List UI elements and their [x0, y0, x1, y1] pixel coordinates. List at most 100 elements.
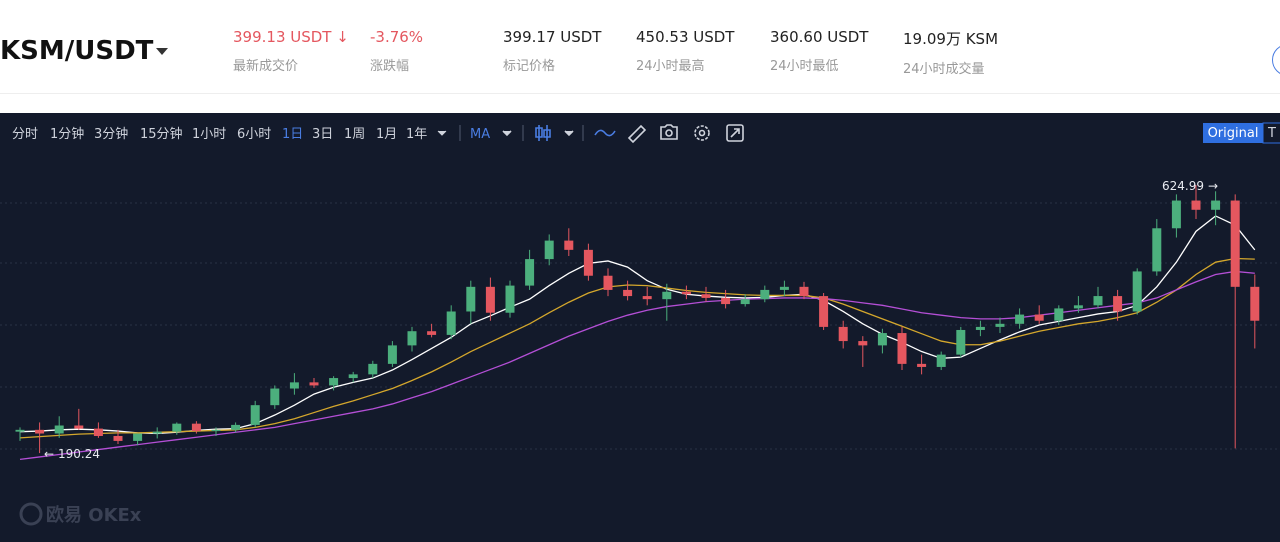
indicator[interactable]: MA	[470, 127, 490, 142]
candle-body	[603, 275, 613, 290]
candle-body	[54, 425, 64, 434]
stat-value: 19.09万 KSM	[903, 30, 999, 48]
high-arrow: →	[1208, 179, 1218, 193]
stat: 19.09万 KSM 24小时成交量	[903, 28, 998, 77]
candle-icon[interactable]	[535, 125, 551, 141]
stat: -3.76% 涨跌幅	[370, 28, 423, 74]
candle-body	[133, 433, 143, 441]
candle-body	[15, 429, 25, 432]
stat: 399.17 USDT 标记价格	[503, 28, 601, 74]
candle-body	[1211, 200, 1221, 210]
stat-value: 399.13 USDT ↓	[233, 28, 349, 46]
interval[interactable]: 15分钟	[140, 126, 183, 142]
candle-body	[191, 423, 201, 432]
ma-line	[19, 215, 1256, 435]
stat-value: 450.53 USDT	[636, 28, 735, 46]
candle-body	[1132, 271, 1142, 312]
low-label: 190.24	[58, 447, 100, 461]
candle-body	[1230, 200, 1240, 287]
caret[interactable]	[564, 130, 574, 137]
candle-body	[93, 428, 103, 436]
stat-value: -3.76%	[370, 28, 424, 46]
fullscreen-icon[interactable]	[726, 124, 744, 142]
interval[interactable]: 1年	[406, 127, 427, 142]
interval[interactable]: 3日	[312, 127, 333, 142]
candle-body	[975, 326, 985, 330]
view-tab-label[interactable]: T	[1267, 126, 1276, 141]
interval[interactable]: 3分钟	[94, 126, 128, 142]
candle-body	[583, 249, 593, 276]
stat-value: 360.60 USDT	[770, 28, 869, 46]
header: KSM/USDT 399.13 USDT ↓ 最新成交价 -3.76% 涨跌幅 39…	[0, 0, 1280, 94]
candle-body	[701, 294, 711, 298]
caret[interactable]	[437, 130, 447, 136]
candle-body	[1093, 296, 1103, 306]
pair[interactable]: KSM/USDT	[0, 36, 154, 66]
watermark-logo	[19, 502, 43, 526]
interval[interactable]: 6小时	[237, 127, 271, 142]
watermark: 欧易 OKEx	[46, 504, 142, 526]
candle-body	[721, 297, 731, 305]
candle-body	[1034, 314, 1044, 321]
candle-body	[544, 240, 554, 260]
candle-body	[1171, 200, 1181, 229]
ma-line	[19, 270, 1255, 461]
interval[interactable]: 1周	[344, 127, 365, 142]
plot	[15, 185, 1260, 461]
interval[interactable]: 1月	[376, 127, 397, 142]
grid	[0, 202, 1280, 450]
interval[interactable]: 分时	[12, 127, 38, 142]
candle-body	[505, 285, 515, 313]
stat-label: 24小时最高	[636, 59, 705, 74]
candle-body	[877, 333, 887, 346]
round-button[interactable]	[1272, 44, 1280, 76]
view-tab-label[interactable]: Original	[1208, 126, 1259, 141]
candle-body	[348, 374, 358, 379]
candle-body	[779, 286, 789, 290]
candle-body	[329, 378, 339, 386]
candle-body	[113, 435, 123, 441]
kline-chart: 分时 1分钟 3分钟 15分钟 1小时 6小时 1日 3日 1周 1月 1年 MA Original …	[0, 113, 1280, 542]
candle-body	[819, 296, 829, 327]
candle-body	[760, 289, 770, 300]
ma-line	[19, 257, 1255, 439]
candle-body	[564, 240, 574, 250]
interval[interactable]: 1日	[282, 127, 303, 142]
toolbar-icons	[459, 124, 744, 144]
candle-body	[270, 388, 280, 406]
settings-icon[interactable]	[694, 125, 710, 141]
candle-body	[1015, 314, 1025, 324]
candle-body	[1250, 286, 1260, 321]
candle-body	[1113, 296, 1123, 312]
candle-body	[1191, 200, 1201, 210]
candle-body	[152, 431, 162, 434]
camera-icon[interactable]	[660, 124, 678, 140]
stat-value: 399.13 USDT	[233, 28, 332, 46]
candle-body	[35, 429, 45, 434]
candle-body	[662, 291, 672, 300]
dropdown-caret[interactable]	[156, 48, 168, 55]
candle-body	[368, 363, 378, 375]
line-icon[interactable]	[594, 129, 616, 137]
camera-lens	[665, 129, 673, 137]
candle-body	[250, 405, 260, 425]
candle-body	[309, 382, 319, 386]
caret[interactable]	[502, 130, 512, 137]
candle-body	[387, 345, 397, 364]
candle-body	[681, 291, 691, 295]
candle-body	[407, 331, 417, 346]
interval[interactable]: 1小时	[192, 127, 226, 142]
ruler-icon[interactable]	[627, 124, 647, 144]
candle-body	[642, 296, 652, 300]
view-tab-active[interactable]	[1203, 123, 1263, 143]
interval[interactable]: 1分钟	[50, 126, 84, 142]
stat-label: 24小时最低	[770, 59, 839, 74]
candle-body	[1054, 308, 1064, 321]
settings-center	[698, 129, 706, 137]
stat-label: 涨跌幅	[370, 59, 410, 74]
fullscreen-arrow	[730, 128, 740, 138]
stat-value: 399.17 USDT	[503, 28, 602, 46]
view-tab[interactable]	[1262, 122, 1280, 144]
stat-label: 最新成交价	[233, 59, 299, 74]
